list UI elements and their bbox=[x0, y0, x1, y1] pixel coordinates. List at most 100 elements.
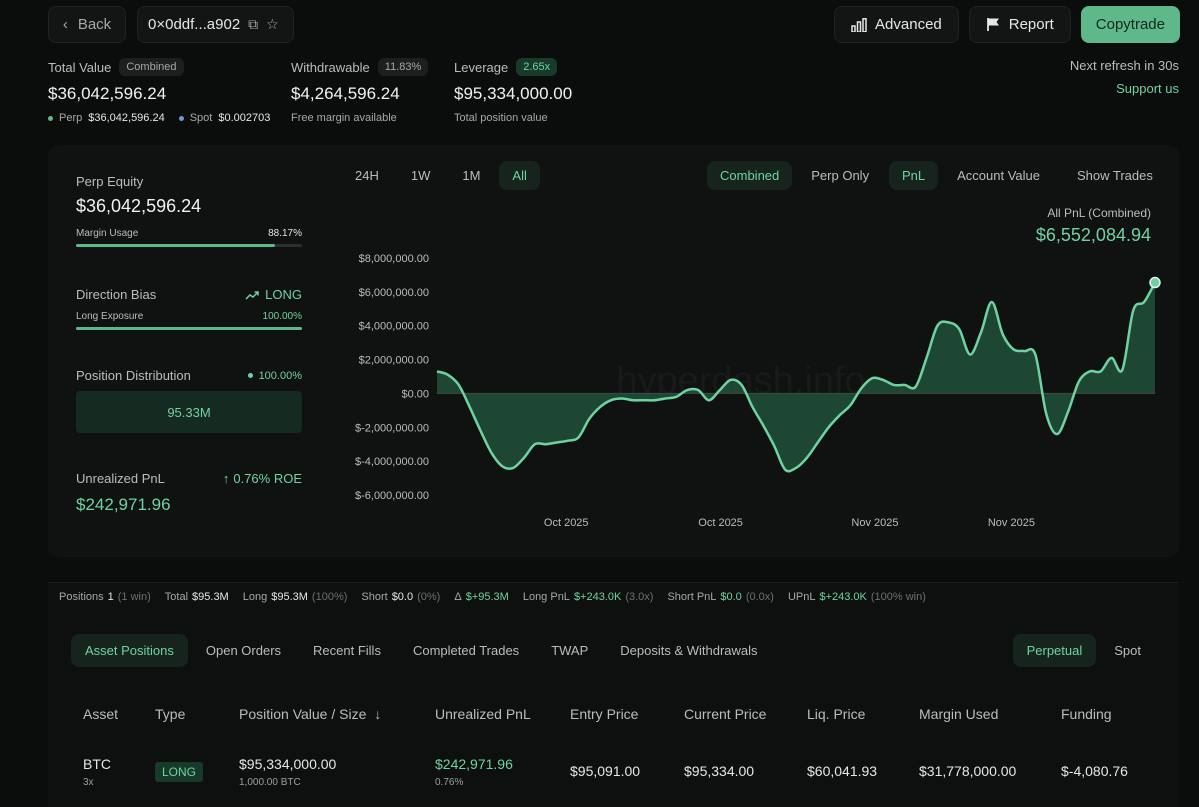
y-tick-label: $2,000,000.00 bbox=[359, 355, 429, 367]
leverage-sub: Total position value bbox=[454, 112, 548, 124]
th-unrealized-pnl[interactable]: Unrealized PnL bbox=[435, 706, 531, 722]
cell-margin-used: $31,778,000.00 bbox=[919, 763, 1017, 779]
mode-perp-only[interactable]: Perp Only bbox=[811, 168, 870, 183]
strip-upnl-win: (100% win) bbox=[870, 590, 926, 603]
perp-label: Perp bbox=[59, 112, 83, 124]
margin-usage-value: 88.17% bbox=[268, 228, 302, 239]
show-trades-toggle[interactable]: Show Trades bbox=[1077, 168, 1153, 183]
headline-value: $6,552,084.94 bbox=[1035, 225, 1151, 245]
top-bar: ‹ Back 0×0ddf...a902 ⧉ ☆ Advanced Report… bbox=[48, 6, 1180, 44]
metric-account-value[interactable]: Account Value bbox=[957, 168, 1041, 183]
combined-chip: Combined bbox=[119, 58, 184, 76]
th-entry-price[interactable]: Entry Price bbox=[570, 706, 639, 722]
total-value-stat: Total Value Combined $36,042,596.24 Perp … bbox=[48, 58, 270, 124]
chevron-left-icon: ‹ bbox=[62, 16, 68, 33]
margin-usage-label: Margin Usage bbox=[76, 228, 139, 239]
strip-positions: Positions 1 (1 win) bbox=[59, 591, 151, 603]
leverage-chip: 2.65x bbox=[516, 58, 558, 76]
tab-asset-positions[interactable]: Asset Positions bbox=[71, 634, 188, 667]
pnl-area bbox=[437, 282, 1155, 472]
range-24h[interactable]: 24H bbox=[355, 168, 379, 183]
star-icon[interactable]: ☆ bbox=[266, 16, 279, 32]
tab-open-orders[interactable]: Open Orders bbox=[205, 643, 282, 658]
refresh-text: Next refresh in 30s bbox=[1069, 58, 1179, 73]
strip-total-value: $95.3M bbox=[192, 590, 229, 603]
position-distribution-label: Position Distribution bbox=[76, 368, 191, 383]
strip-long: Long $95.3M (100%) bbox=[243, 591, 348, 603]
th-type[interactable]: Type bbox=[155, 706, 186, 722]
position-distribution-bar[interactable]: 95.33M bbox=[76, 391, 302, 433]
address-box: 0×0ddf...a902 ⧉ ☆ bbox=[137, 6, 294, 43]
strip-long-label: Long bbox=[242, 590, 268, 603]
y-tick-label: $-4,000,000.00 bbox=[355, 456, 429, 468]
th-funding[interactable]: Funding bbox=[1061, 706, 1112, 722]
th-liq-price[interactable]: Liq. Price bbox=[807, 706, 866, 722]
latest-point[interactable] bbox=[1149, 276, 1161, 289]
cell-asset: BTC bbox=[83, 756, 111, 772]
th-position-value[interactable]: Position Value / Size ↓ bbox=[239, 706, 381, 722]
range-1m[interactable]: 1M bbox=[462, 168, 481, 183]
spot-dot-icon bbox=[178, 115, 184, 121]
tab-recent-fills[interactable]: Recent Fills bbox=[313, 643, 381, 658]
leverage-stat: Leverage 2.65x $95,334,000.00 Total posit… bbox=[454, 58, 572, 124]
strip-long-value: $95.3M bbox=[271, 590, 308, 603]
range-all[interactable]: All bbox=[499, 161, 540, 190]
strip-total: Total $95.3M bbox=[165, 591, 229, 603]
strip-long-pnl-label: Long PnL bbox=[522, 590, 570, 603]
mode-selector: Combined Perp Only bbox=[707, 161, 882, 190]
positions-panel: Asset Positions Open Orders Recent Fills Co… bbox=[48, 610, 1179, 807]
tab-twap[interactable]: TWAP bbox=[551, 643, 589, 658]
sort-arrow-down-icon: ↓ bbox=[374, 706, 382, 722]
metric-selector: PnL Account Value bbox=[889, 161, 1053, 190]
cell-funding: $-4,080.76 bbox=[1061, 763, 1128, 779]
strip-positions-value: 1 bbox=[107, 590, 114, 603]
pnl-line bbox=[436, 281, 1157, 473]
mode-combined[interactable]: Combined bbox=[707, 161, 793, 190]
range-1w[interactable]: 1W bbox=[410, 168, 431, 183]
total-value: $36,042,596.24 bbox=[48, 84, 167, 103]
copy-icon[interactable]: ⧉ bbox=[248, 16, 259, 32]
cell-upnl: $242,971.96 bbox=[435, 756, 513, 772]
th-current-price[interactable]: Current Price bbox=[684, 706, 767, 722]
positions-tabs: Asset Positions Open Orders Recent Fills Co… bbox=[71, 634, 772, 667]
support-link[interactable]: Support us bbox=[1116, 81, 1179, 96]
refresh-info: Next refresh in 30s Support us bbox=[1070, 58, 1179, 96]
perp-equity-label: Perp Equity bbox=[76, 174, 144, 189]
strip-long-pnl-value: $+243.0K bbox=[573, 590, 622, 603]
cell-current-price: $95,334.00 bbox=[684, 763, 755, 779]
th-asset[interactable]: Asset bbox=[83, 706, 119, 722]
withdrawable-value: $4,264,596.24 bbox=[291, 84, 400, 103]
positions-summary-strip: Positions 1 (1 win) Total $95.3M Long $95.3M… bbox=[48, 582, 1179, 610]
th-position-value-label: Position Value / Size bbox=[239, 706, 367, 722]
y-tick-label: $8,000,000.00 bbox=[359, 253, 429, 265]
tab-spot[interactable]: Spot bbox=[1114, 643, 1141, 658]
market-type-tabs: Perpetual Spot bbox=[1012, 634, 1155, 667]
perp-dot-icon bbox=[48, 115, 53, 121]
perp-spot-breakdown: Perp $36,042,596.24 Spot $0.002703 bbox=[48, 112, 270, 124]
strip-short-pnl-label: Short PnL bbox=[667, 590, 717, 603]
cell-entry-price: $95,091.00 bbox=[570, 763, 641, 779]
pnl-chart[interactable]: hyperdash.info $8,000,000.00$6,000,000.0… bbox=[48, 145, 1179, 557]
strip-positions-label: Positions bbox=[59, 590, 104, 603]
tab-deposits-withdrawals[interactable]: Deposits & Withdrawals bbox=[620, 643, 758, 658]
strip-long-pnl-x: (3.0x) bbox=[625, 590, 654, 603]
strip-short-pnl-x: (0.0x) bbox=[745, 590, 774, 603]
arrow-up-icon: ↑ bbox=[222, 471, 230, 486]
spot-value: $0.002703 bbox=[218, 112, 271, 124]
tab-perpetual[interactable]: Perpetual bbox=[1012, 634, 1097, 667]
strip-short-pnl-value: $0.0 bbox=[720, 590, 742, 603]
flag-icon bbox=[986, 18, 999, 31]
withdrawable-chip: 11.83% bbox=[377, 58, 429, 76]
y-tick-label: $0.00 bbox=[401, 388, 429, 400]
y-tick-label: $4,000,000.00 bbox=[359, 321, 429, 333]
copytrade-button[interactable]: Copytrade bbox=[1080, 6, 1180, 43]
metric-pnl[interactable]: PnL bbox=[889, 161, 939, 190]
th-margin-used[interactable]: Margin Used bbox=[919, 706, 999, 722]
tab-completed-trades[interactable]: Completed Trades bbox=[412, 643, 520, 658]
back-button[interactable]: ‹ Back bbox=[48, 6, 126, 43]
strip-delta: Δ $+95.3M bbox=[454, 591, 508, 603]
report-button[interactable]: Report bbox=[968, 6, 1071, 43]
strip-positions-win: (1 win) bbox=[117, 590, 151, 603]
advanced-button[interactable]: Advanced bbox=[834, 6, 959, 43]
strip-delta-label: Δ bbox=[454, 590, 462, 603]
